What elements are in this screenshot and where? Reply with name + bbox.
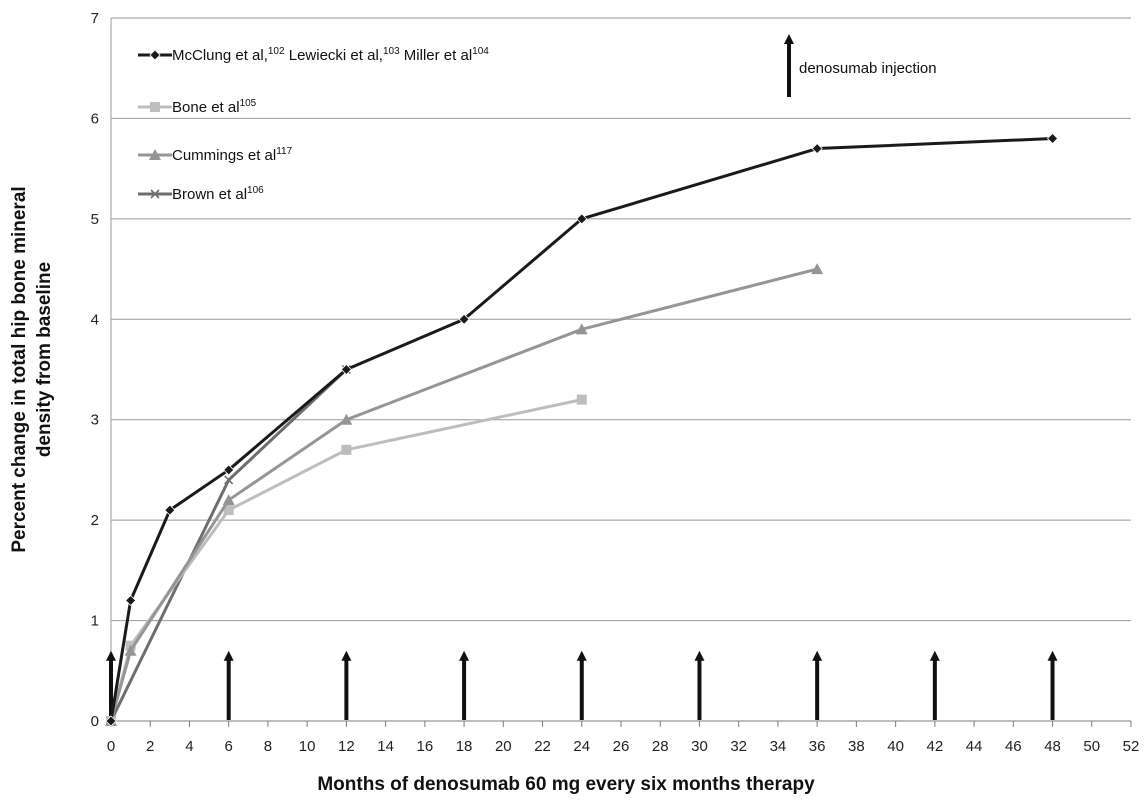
legend-superscript: 102 [268, 46, 285, 57]
square-marker [150, 102, 160, 112]
legend-text-part: McClung et al, [172, 47, 268, 64]
x-tick-label: 40 [887, 738, 904, 755]
injection-arrow-head [106, 651, 116, 661]
injection-arrow-head [224, 651, 234, 661]
x-tick-label: 34 [770, 738, 787, 755]
x-tick-label: 26 [613, 738, 630, 755]
x-tick-label: 8 [264, 738, 272, 755]
x-tick-label: 0 [107, 738, 115, 755]
x-tick-label: 30 [691, 738, 708, 755]
x-tick-label: 38 [848, 738, 865, 755]
x-tick-label: 16 [417, 738, 434, 755]
diamond-marker [812, 144, 822, 154]
injection-arrow-head [1048, 651, 1058, 661]
legend-label: Brown et al106 [172, 185, 264, 203]
x-tick-label: 36 [809, 738, 826, 755]
y-axis-title-line-1: Percent change in total hip bone mineral [9, 186, 30, 552]
x-tick-label: 42 [927, 738, 944, 755]
legend-superscript: 117 [276, 146, 292, 157]
y-tick-label: 5 [91, 211, 99, 228]
x-tick-label: 20 [495, 738, 512, 755]
x-tick-label: 10 [299, 738, 316, 755]
x-tick-label: 22 [534, 738, 551, 755]
x-tick-label: 32 [730, 738, 747, 755]
legend-label: Cummings et al117 [172, 146, 293, 164]
legend-superscript: 104 [472, 46, 489, 57]
legend-injection-arrow-head [784, 34, 794, 44]
series-lines [105, 134, 1058, 726]
legend-entry-1: McClung et al,102 Lewiecki et al,103 Mil… [138, 46, 489, 64]
y-tick-label: 1 [91, 613, 99, 630]
injection-arrow-head [694, 651, 704, 661]
legend-text-part: Brown et al [172, 186, 247, 203]
legend-superscript: 103 [383, 46, 400, 57]
injection-arrow-head [577, 651, 587, 661]
legend-text-part: Miller et al [400, 47, 473, 64]
diamond-marker [126, 595, 136, 605]
series-1 [106, 134, 1058, 726]
y-tick-label: 0 [91, 713, 99, 730]
x-tick-label: 48 [1044, 738, 1061, 755]
legend-text-part: Lewiecki et al, [285, 47, 383, 64]
x-tick-label: 6 [225, 738, 233, 755]
triangle-marker [811, 263, 823, 274]
legend-entry-2: Bone et al105 [138, 98, 257, 116]
x-tick-label: 12 [338, 738, 355, 755]
y-tick-label: 3 [91, 412, 99, 429]
legend-text-part: Cummings et al [172, 147, 276, 164]
square-marker [577, 395, 587, 405]
x-tick-label: 24 [573, 738, 590, 755]
x-tick-label: 14 [377, 738, 394, 755]
legend-label: McClung et al,102 Lewiecki et al,103 Mil… [172, 46, 489, 64]
injection-arrow-head [930, 651, 940, 661]
square-marker [341, 445, 351, 455]
y-tick-label: 7 [91, 10, 99, 27]
x-tick-label: 44 [966, 738, 983, 755]
x-tick-label: 52 [1123, 738, 1140, 755]
legend-superscript: 106 [247, 185, 264, 196]
legend-entry-4: Brown et al106 [138, 185, 264, 203]
legend-injection-label: denosumab injection [799, 60, 937, 77]
x-tick-label: 28 [652, 738, 669, 755]
x-tick-label: 50 [1083, 738, 1100, 755]
diamond-marker [150, 50, 160, 60]
x-axis-title: Months of denosumab 60 mg every six mont… [317, 774, 815, 795]
series-line [111, 139, 1053, 721]
injection-arrow-head [341, 651, 351, 661]
y-tick-label: 2 [91, 512, 99, 529]
x-tick-label: 4 [185, 738, 193, 755]
y-tick-label: 4 [91, 311, 99, 328]
legend-entry-3: Cummings et al117 [138, 146, 293, 164]
axis-titles: Months of denosumab 60 mg every six mont… [9, 186, 815, 795]
y-tick-label: 6 [91, 110, 99, 127]
injection-arrow-head [459, 651, 469, 661]
legend-text-part: Bone et al [172, 99, 240, 116]
legend-superscript: 105 [240, 98, 257, 109]
diamond-marker [1048, 134, 1058, 144]
x-tick-label: 2 [146, 738, 154, 755]
legend-label: Bone et al105 [172, 98, 257, 116]
x-tick-label: 46 [1005, 738, 1022, 755]
y-axis-title-line-2: density from baseline [34, 262, 55, 457]
injection-arrows [106, 651, 1058, 720]
injection-arrow-head [812, 651, 822, 661]
x-tick-label: 18 [456, 738, 473, 755]
